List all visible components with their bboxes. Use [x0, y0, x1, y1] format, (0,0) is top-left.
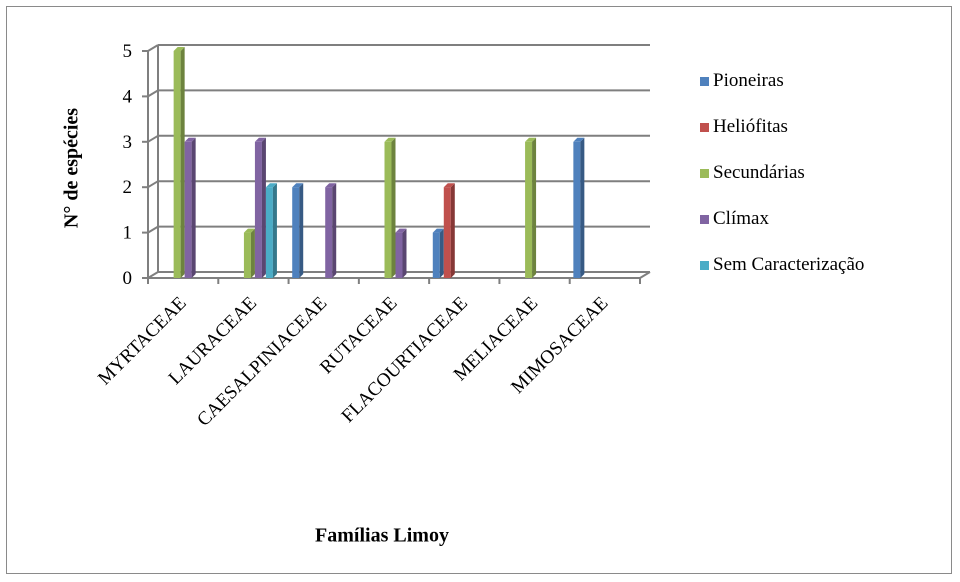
- x-axis-depth: [639, 271, 651, 279]
- legend: Pioneiras Heliófitas Secundárias Clímax …: [700, 58, 864, 288]
- gridline-depth: [147, 44, 159, 52]
- legend-item-climax: Clímax: [700, 196, 864, 242]
- gridline-depth: [147, 89, 159, 98]
- bar: [254, 137, 266, 278]
- bar: [265, 183, 277, 278]
- legend-swatch: [700, 260, 709, 270]
- y-tick-label: 3: [123, 132, 133, 153]
- legend-swatch: [700, 214, 709, 224]
- legend-swatch: [700, 76, 709, 86]
- y-tick-label: 0: [123, 268, 133, 289]
- bar: [184, 137, 196, 278]
- legend-item-secundarias: Secundárias: [700, 150, 864, 196]
- legend-swatch: [700, 122, 709, 132]
- bar: [173, 47, 185, 278]
- legend-item-heliofitas: Heliófitas: [700, 104, 864, 150]
- gridline-depth: [147, 180, 159, 189]
- x-tick-label: FLACOURTIACEAE: [338, 293, 472, 427]
- legend-label: Pioneiras: [713, 70, 784, 91]
- y-tick-label: 5: [123, 41, 133, 62]
- legend-label: Heliófitas: [713, 116, 788, 137]
- bar: [573, 137, 585, 278]
- y-tick-label: 2: [123, 177, 133, 198]
- bar: [395, 228, 407, 278]
- y-tick-label: 4: [123, 86, 133, 107]
- legend-label: Clímax: [713, 208, 769, 229]
- gridline-depth: [147, 134, 159, 143]
- gridline-depth: [147, 225, 159, 234]
- bar: [443, 183, 455, 278]
- chart-frame: [6, 6, 952, 574]
- y-axis-label: N° de espécies: [60, 107, 83, 229]
- legend-swatch: [700, 168, 709, 178]
- y-tick-label: 1: [123, 223, 133, 244]
- legend-label: Sem Caracterização: [713, 254, 865, 275]
- legend-item-sem-caracterizacao: Sem Caracterização: [700, 242, 864, 288]
- x-axis-label: Famílias Limoy: [315, 524, 449, 547]
- bar: [432, 228, 444, 278]
- bar: [325, 183, 337, 278]
- bar: [384, 137, 396, 278]
- x-tick-label: CAESALPINIACEAE: [193, 293, 331, 431]
- legend-label: Secundárias: [713, 162, 805, 183]
- bar: [525, 137, 537, 278]
- bar: [243, 228, 255, 278]
- bar: [292, 183, 304, 278]
- legend-item-pioneiras: Pioneiras: [700, 58, 864, 104]
